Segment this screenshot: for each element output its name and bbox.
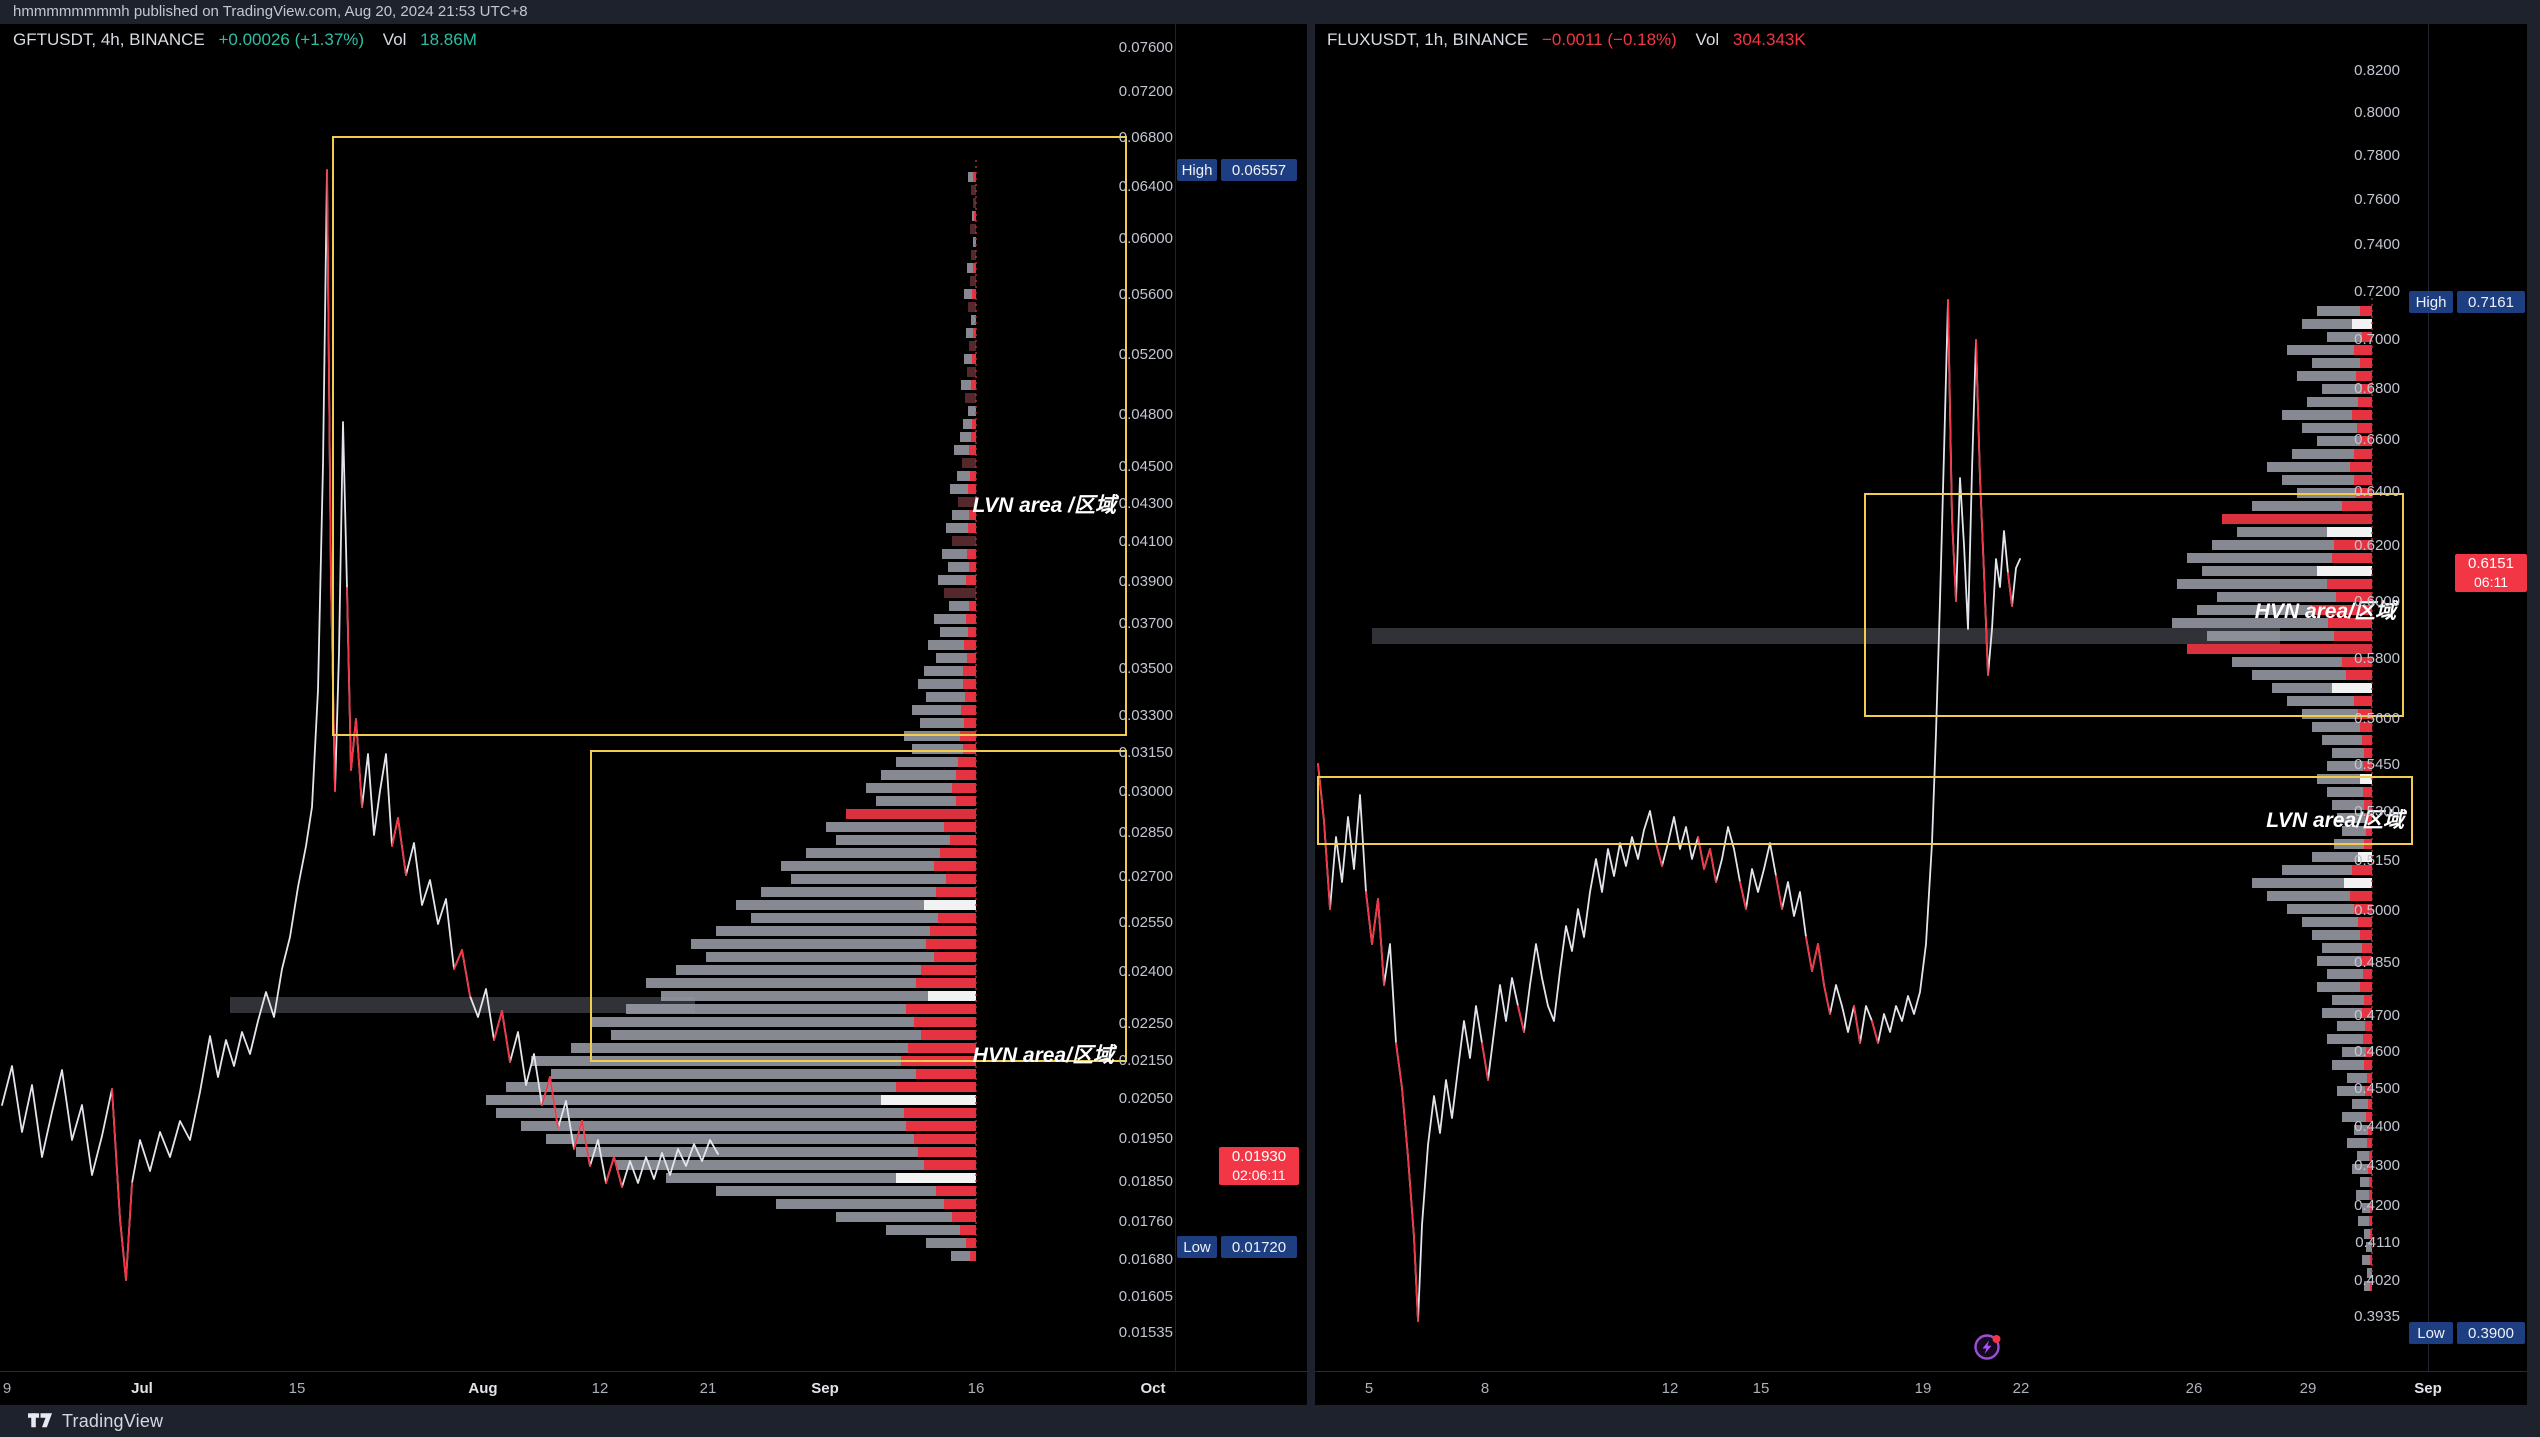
volume-label: Vol xyxy=(382,30,407,49)
price-change: −0.0011 (−0.18%) xyxy=(1541,30,1677,49)
pane-divider xyxy=(1307,24,1315,1405)
symbol-title: FLUXUSDT, 1h, BINANCE xyxy=(1327,30,1529,49)
gft-price-line-down xyxy=(573,1120,591,1167)
volume-value: 304.343K xyxy=(1732,30,1806,49)
gft-chart-canvas[interactable] xyxy=(0,24,1307,1405)
flux-price-line-down xyxy=(1317,763,1331,910)
gft-price-line-down xyxy=(453,949,471,997)
annotation-box[interactable] xyxy=(332,136,1127,736)
flux-price-line-down xyxy=(1739,881,1747,910)
flux-price-line-down xyxy=(1365,891,1385,986)
gft-price-line-down xyxy=(346,587,363,808)
annotation-label: LVN area/区域 xyxy=(2266,808,2408,832)
gray-position-band xyxy=(1372,628,2280,644)
gft-chart-legend: GFTUSDT, 4h, BINANCE +0.00026 (+1.37%) V… xyxy=(13,30,477,50)
gft-volume-profile xyxy=(486,172,976,1261)
gft-graphics: LVN area /区域 HVN area/区域 xyxy=(1,136,1127,1281)
flux-graphics: HVN area/区域 LVN area/区域 xyxy=(1317,298,2413,1322)
annotation-label: HVN area/区域 xyxy=(973,1043,1118,1067)
gft-price-line-down xyxy=(391,817,407,876)
annotation-label: LVN area /区域 xyxy=(972,493,1120,517)
flux-price-line-down xyxy=(1853,1005,1861,1044)
flux-price-line-down xyxy=(1697,836,1717,883)
flux-price-line-down xyxy=(1805,936,1831,1015)
flux-price-line-down xyxy=(2007,572,2013,607)
footer-bar: TradingView xyxy=(0,1405,2540,1437)
volume-label: Vol xyxy=(1695,30,1720,49)
gft-price-line-down xyxy=(605,1156,623,1188)
price-change: +0.00026 (+1.37%) xyxy=(218,30,365,49)
annotation-box[interactable] xyxy=(590,750,1127,1062)
gft-price-line-down xyxy=(541,1076,559,1129)
tradingview-glyph xyxy=(28,1413,53,1428)
published-bar: hmmmmmmmmh published on TradingView.com,… xyxy=(0,0,2540,24)
gray-position-band xyxy=(230,997,695,1013)
flux-price-line-down xyxy=(1871,1020,1879,1044)
right-margin xyxy=(2527,24,2540,1405)
flux-price-line-down xyxy=(1775,875,1783,910)
annotation-box[interactable] xyxy=(1317,776,2413,845)
symbol-title: GFTUSDT, 4h, BINANCE xyxy=(13,30,205,49)
flux-price-line-down xyxy=(1517,1005,1525,1033)
published-bar-text: hmmmmmmmmh published on TradingView.com,… xyxy=(13,3,528,20)
annotation-box[interactable] xyxy=(1864,493,2404,717)
flux-volume-profile xyxy=(2172,306,2372,1291)
flux-price-line-down xyxy=(1481,1042,1489,1081)
gft-price-line-down xyxy=(111,1088,133,1281)
tradingview-logo[interactable]: TradingView xyxy=(28,1411,163,1432)
gft-price-line-down xyxy=(493,1010,511,1063)
lightning-badge-icon[interactable] xyxy=(1972,1330,2004,1362)
flux-price-line-down xyxy=(1975,339,1989,676)
tradingview-wordmark: TradingView xyxy=(62,1410,164,1431)
flux-price-line-down xyxy=(1395,1042,1419,1322)
flux-price-line xyxy=(1317,299,2021,1322)
flux-price-line-down xyxy=(1947,299,1957,602)
flux-chart-legend: FLUXUSDT, 1h, BINANCE −0.0011 (−0.18%) V… xyxy=(1327,30,1806,50)
volume-value: 18.86M xyxy=(420,30,477,49)
annotation-label: HVN area/区域 xyxy=(2255,599,2400,623)
flux-price-line-down xyxy=(1655,842,1663,867)
